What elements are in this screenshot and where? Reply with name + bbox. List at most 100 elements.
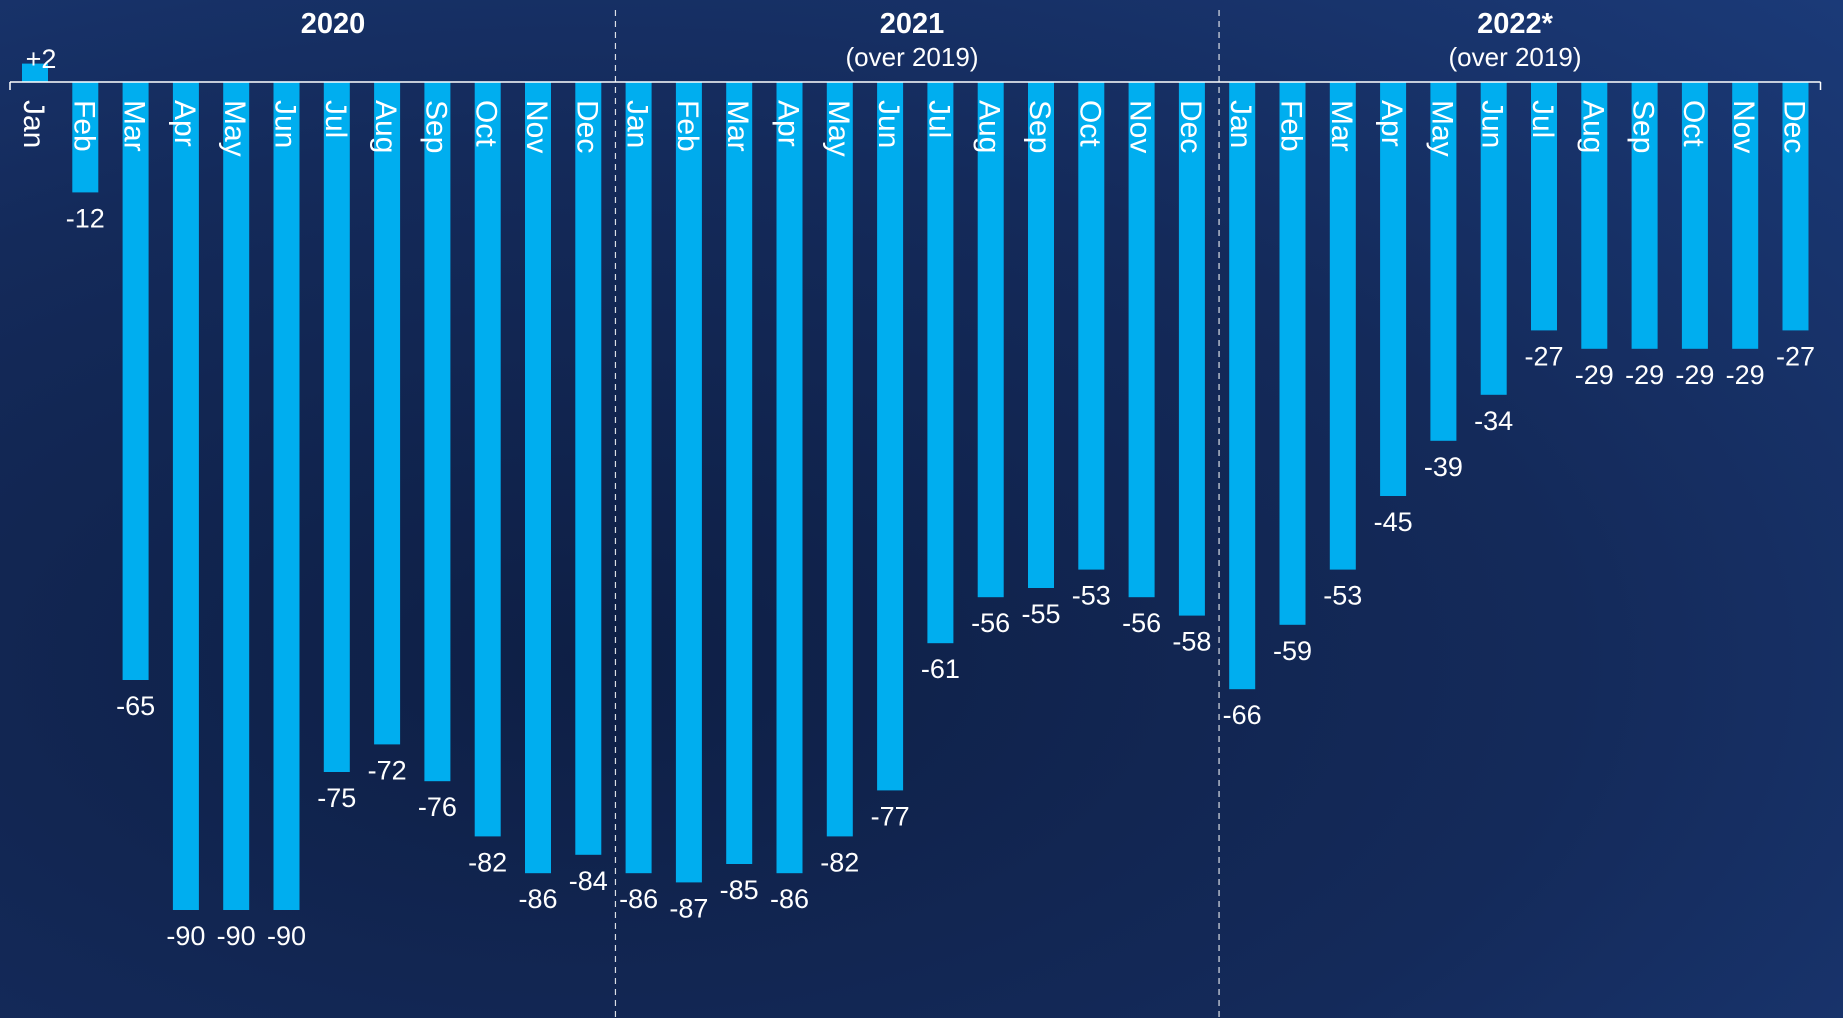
value-label: -29 [1675, 360, 1714, 390]
month-label: Oct [1073, 100, 1106, 147]
month-label: Jun [872, 100, 905, 148]
month-label: Nov [520, 100, 553, 153]
value-label: -45 [1374, 507, 1413, 537]
value-label: -56 [1122, 608, 1161, 638]
value-label: -86 [619, 884, 658, 914]
group-dividers [614, 10, 1220, 1018]
bar-2021-dec [1178, 82, 1205, 616]
bar-2021-mar [726, 82, 753, 864]
month-label: Nov [1124, 100, 1157, 153]
group-title-2021: 2021 [880, 8, 945, 40]
bar-2021-oct [1078, 82, 1105, 570]
bar-2020-jan [22, 63, 48, 82]
month-label: Jul [319, 100, 352, 138]
bar-2022-dec [1782, 82, 1809, 331]
value-label: -86 [770, 884, 809, 914]
month-label: Oct [470, 100, 503, 147]
bar-2020-jul [323, 82, 350, 772]
month-label: Feb [671, 100, 704, 152]
month-label: Aug [369, 100, 402, 153]
value-label: -53 [1323, 581, 1362, 611]
bar-2022-mar [1329, 82, 1356, 570]
axis-ticks [9, 82, 1822, 90]
month-label: Sep [419, 100, 452, 153]
bar-2020-dec [575, 82, 602, 855]
group-subtitle-2022: (over 2019) [1449, 42, 1582, 72]
value-label: -61 [921, 654, 960, 684]
bar-2021-may [826, 82, 853, 837]
month-label: Sep [1627, 100, 1660, 153]
bar-2020-oct [474, 82, 501, 837]
value-label: -72 [368, 755, 407, 785]
month-label: Jun [269, 100, 302, 148]
value-label: -29 [1726, 360, 1765, 390]
month-label: May [218, 100, 251, 157]
bar-2022-jun [1480, 82, 1507, 395]
month-label: May [1425, 100, 1458, 157]
bar-2020-sep [424, 82, 451, 782]
month-label: Jul [1526, 100, 1559, 138]
month-label: Aug [1576, 100, 1609, 153]
month-label: Nov [1727, 100, 1760, 153]
value-label: -53 [1072, 581, 1111, 611]
bar-2021-jun [877, 82, 904, 791]
bar-2022-may [1430, 82, 1457, 441]
value-label: -66 [1223, 700, 1262, 730]
month-label: Dec [570, 100, 603, 153]
value-label: -34 [1474, 406, 1513, 436]
month-label: Feb [67, 100, 100, 152]
month-label: Oct [1677, 100, 1710, 147]
value-label: -86 [518, 884, 557, 914]
bar-2021-aug [977, 82, 1004, 598]
value-label: -77 [871, 801, 910, 831]
value-label: +2 [26, 44, 57, 74]
group-title-2020: 2020 [301, 8, 366, 40]
value-label: -84 [569, 866, 608, 896]
bar-2020-mar [122, 82, 149, 680]
value-label: -82 [468, 847, 507, 877]
month-label: Dec [1778, 100, 1811, 153]
bar-2020-jun [273, 82, 300, 910]
month-label: Jan [1224, 100, 1257, 148]
bar-2022-nov [1732, 82, 1759, 349]
group-title-2022: 2022* [1477, 8, 1554, 40]
month-label: Dec [1174, 100, 1207, 153]
value-label: -82 [820, 847, 859, 877]
bar-2020-aug [374, 82, 401, 745]
bar-2021-feb [675, 82, 702, 883]
month-label: Mar [1325, 100, 1358, 152]
value-label: -56 [971, 608, 1010, 638]
month-label: Apr [772, 100, 805, 147]
month-labels: Jan Feb Mar Apr May Jun Jul Aug Sep Oct Nov Dec Jan F… [17, 100, 1811, 157]
month-label: Apr [168, 100, 201, 147]
month-label: Sep [1023, 100, 1056, 153]
value-label: -58 [1172, 627, 1211, 657]
value-label: -12 [66, 203, 105, 233]
value-label: -55 [1021, 599, 1060, 629]
bar-2020-nov [525, 82, 551, 874]
value-label: -29 [1625, 360, 1664, 390]
value-label: -90 [166, 921, 205, 951]
value-label: -39 [1424, 452, 1463, 482]
bar-2021-jul [927, 82, 954, 644]
value-label: -90 [217, 921, 256, 951]
value-label: -59 [1273, 636, 1312, 666]
value-label: -75 [317, 783, 356, 813]
value-labels: +2 -12 -65 -90 -90 -90 -75 -72 -76 -82 -86 -84 -86 -8… [26, 44, 1815, 951]
bar-2020-feb [72, 82, 99, 193]
month-label: Jan [17, 100, 50, 148]
month-label: Jul [922, 100, 955, 138]
value-label: -90 [267, 921, 306, 951]
month-label: Jun [1476, 100, 1509, 148]
value-label: -27 [1524, 341, 1563, 371]
bar-2021-apr [776, 82, 803, 874]
bar-2021-sep [1028, 82, 1054, 588]
bar-2022-sep [1631, 82, 1658, 349]
group-titles: 2020 2021 (over 2019) 2022* (over 2019) [301, 8, 1582, 72]
group-subtitle-2021: (over 2019) [846, 42, 979, 72]
bar-2020-apr [172, 82, 199, 910]
value-label: -29 [1575, 360, 1614, 390]
bar-2022-apr [1380, 82, 1407, 496]
bar-2020-may [223, 82, 250, 910]
